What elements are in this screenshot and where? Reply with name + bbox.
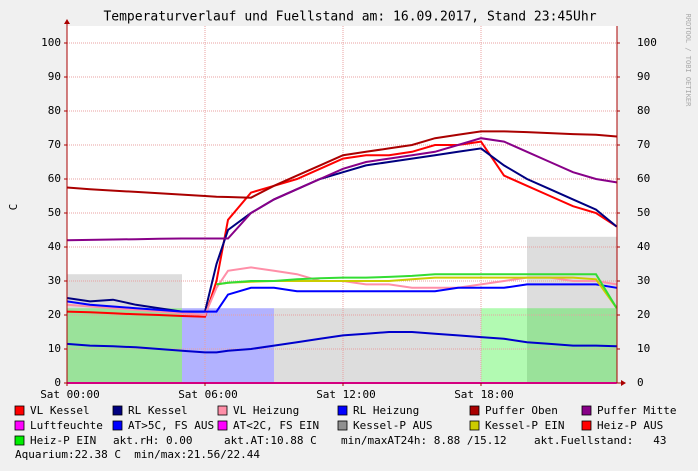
- status-area: [216, 308, 228, 383]
- y-axis-label: C: [7, 204, 20, 211]
- series-line: [66, 283, 617, 313]
- status-area: [182, 308, 205, 383]
- legend-label: RL Kessel: [128, 404, 188, 417]
- status-area: [435, 308, 458, 383]
- y2-tick-label: 0: [637, 376, 644, 389]
- legend-label: Kessel-P AUS: [353, 419, 432, 432]
- status-area: [504, 308, 527, 383]
- y-tick-label: 10: [48, 342, 61, 355]
- status-area: [527, 308, 550, 383]
- legend-label: VL Kessel: [30, 404, 90, 417]
- y2-tick-label: 90: [637, 70, 650, 83]
- legend-label: Heiz-P AUS: [597, 419, 663, 432]
- plot-area: [67, 26, 617, 383]
- legend-swatch: [469, 405, 480, 416]
- status-area: [412, 308, 435, 383]
- y-tick-label: 50: [48, 206, 61, 219]
- legend-swatch: [14, 420, 25, 431]
- series-line: [66, 137, 617, 242]
- series-line: [66, 130, 617, 199]
- y2-tick-label: 10: [637, 342, 650, 355]
- y-tick-label: 70: [48, 138, 61, 151]
- status-area: [159, 308, 182, 383]
- legend-swatch: [112, 420, 123, 431]
- y2-tick-label: 20: [637, 308, 650, 321]
- y2-tick-label: 100: [637, 36, 657, 49]
- legend-swatch: [217, 405, 228, 416]
- legend-label: VL Heizung: [233, 404, 299, 417]
- legend-swatch: [337, 405, 348, 416]
- legend-label: AT<2C, FS EIN: [233, 419, 319, 432]
- legend-note: min/maxAT24h: 8.88 /15.12: [341, 434, 507, 447]
- status-area: [343, 308, 366, 383]
- y-tick-label: 80: [48, 104, 61, 117]
- x-axis-arrow: [621, 380, 626, 386]
- status-area: [274, 308, 297, 383]
- legend-note: Aquarium:22.38 C min/max:21.56/22.44: [15, 448, 260, 461]
- legend-swatch: [581, 405, 592, 416]
- y-tick-label: 30: [48, 274, 61, 287]
- legend-swatch: [217, 420, 228, 431]
- legend-swatch: [469, 420, 480, 431]
- legend-swatch: [14, 405, 25, 416]
- legend-label: Puffer Oben: [485, 404, 558, 417]
- y-tick-label: 40: [48, 240, 61, 253]
- status-area: [458, 308, 481, 383]
- y-tick-label: 60: [48, 172, 61, 185]
- y-tick-label: 90: [48, 70, 61, 83]
- status-area: [320, 308, 343, 383]
- status-area: [251, 308, 274, 383]
- y-tick-label: 20: [48, 308, 61, 321]
- legend-note: akt.AT:10.88 C: [224, 434, 317, 447]
- legend-label: RL Heizung: [353, 404, 419, 417]
- legend-swatch: [112, 405, 123, 416]
- legend-label: Puffer Mitte: [597, 404, 676, 417]
- y2-tick-label: 80: [637, 104, 650, 117]
- legend-swatch: [337, 420, 348, 431]
- y2-tick-label: 50: [637, 206, 650, 219]
- series-line: [66, 331, 617, 354]
- status-area: [228, 308, 251, 383]
- status-area: [389, 308, 412, 383]
- legend-label: AT>5C, FS AUS: [128, 419, 214, 432]
- legend-swatch: [14, 435, 25, 446]
- x-tick-label: Sat 00:00: [40, 388, 100, 401]
- legend-label: Luftfeuchte: [30, 419, 103, 432]
- y2-tick-label: 60: [637, 172, 650, 185]
- legend-label: Kessel-P EIN: [485, 419, 564, 432]
- status-area: [205, 308, 217, 383]
- series-line: [66, 147, 618, 313]
- status-area: [136, 274, 159, 383]
- status-area: [481, 308, 504, 383]
- legend-swatch: [581, 420, 592, 431]
- y-axis-arrow: [64, 19, 70, 24]
- chart-title: Temperaturverlauf und Fuellstand am: 16.…: [103, 10, 596, 25]
- series-line: [66, 140, 618, 318]
- legend-note: akt.rH: 0.00: [113, 434, 192, 447]
- status-area: [297, 308, 320, 383]
- y-tick-label: 100: [41, 36, 61, 49]
- y2-tick-label: 70: [637, 138, 650, 151]
- legend-label: Heiz-P EIN: [30, 434, 96, 447]
- legend-note: akt.Fuellstand: 43: [534, 434, 666, 447]
- x-tick-label: Sat 12:00: [316, 388, 376, 401]
- status-area: [366, 308, 389, 383]
- watermark: RRDTOOL / TOBI OETIKER: [684, 14, 692, 108]
- series-line: [216, 273, 618, 309]
- status-area: [159, 274, 182, 383]
- y2-tick-label: 40: [637, 240, 650, 253]
- y2-tick-label: 30: [637, 274, 650, 287]
- y-tick-label: 0: [54, 376, 61, 389]
- x-tick-label: Sat 06:00: [178, 388, 238, 401]
- x-tick-label: Sat 18:00: [454, 388, 514, 401]
- status-area: [136, 308, 159, 383]
- status-area: [113, 308, 136, 383]
